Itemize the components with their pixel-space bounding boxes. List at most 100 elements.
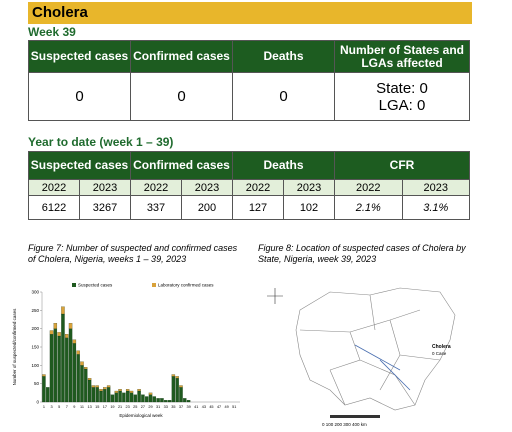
header-cell: Confirmed cases (130, 151, 233, 180)
header-cell: CFR (334, 151, 470, 180)
bar (125, 389, 130, 392)
x-tick-label: 19 (110, 405, 114, 409)
figure-caption: Figure 8: Location of suspected cases of… (258, 243, 466, 264)
bar (80, 361, 84, 366)
bar (42, 376, 46, 403)
x-tick-label: 29 (148, 405, 152, 409)
x-tick-label: 35 (171, 405, 175, 409)
x-tick-label: 23 (126, 405, 130, 409)
data-row: 6122 3267 337 200 127 102 2.1% 3.1% (28, 195, 470, 220)
map-scale: 0 100 200 300 400 km (322, 422, 367, 427)
cell-line: LGA: 0 (378, 96, 426, 114)
bar (80, 365, 84, 403)
cell-line: State: 0 (376, 79, 428, 97)
header-cell: Number of States and LGAs affected (334, 40, 470, 73)
x-tick-label: 49 (225, 405, 229, 409)
bar (53, 323, 58, 329)
bar (72, 339, 77, 344)
header-cell: Deaths (232, 40, 335, 73)
x-axis-label: Epidemiological week (119, 413, 163, 418)
bar (137, 390, 141, 403)
ytd-table: Suspected cases Confirmed cases Deaths C… (28, 151, 470, 220)
year-cell: 2023 (401, 179, 470, 196)
bar (91, 387, 96, 403)
map-legend-title: Cholera (432, 344, 451, 350)
bar (106, 385, 111, 388)
y-tick-label: 250 (31, 308, 39, 313)
bar (171, 374, 176, 377)
y-tick-label: 300 (31, 290, 39, 295)
bar (84, 368, 88, 403)
header-cell: Confirmed cases (130, 40, 233, 73)
x-tick-label: 5 (58, 405, 60, 409)
x-tick-label: 9 (73, 405, 75, 409)
year-cell: 2023 (181, 179, 233, 196)
bar (114, 392, 118, 403)
x-tick-label: 11 (80, 405, 84, 409)
year-cell: 2022 (130, 179, 182, 196)
bar (106, 387, 111, 403)
bar (87, 378, 92, 381)
bar (49, 330, 54, 335)
year-cell: 2023 (283, 179, 335, 196)
bar (129, 390, 134, 393)
bar (152, 396, 157, 403)
bar (72, 343, 77, 403)
x-tick-label: 3 (50, 405, 52, 409)
bar (65, 337, 69, 403)
y-tick-label: 0 (36, 400, 39, 405)
section-title: Cholera (28, 2, 472, 24)
year-cell: 2022 (232, 179, 284, 196)
bar (148, 394, 153, 403)
bar (156, 398, 160, 403)
bar (175, 376, 179, 379)
bar (160, 398, 164, 403)
cell: 102 (283, 195, 335, 220)
x-tick-label: 1 (43, 405, 45, 409)
bar (133, 394, 137, 403)
cell: State: 0 LGA: 0 (334, 72, 470, 121)
figures: Cholera 0 Case 0 100 200 300 400 km 0 50 1… (12, 283, 456, 427)
bar (186, 400, 191, 403)
year-cell: 2023 (79, 179, 131, 196)
header-cell: Suspected cases (28, 151, 131, 180)
bar (118, 390, 122, 403)
bar (103, 387, 107, 390)
bar (49, 334, 54, 403)
bar (57, 335, 61, 403)
y-tick-label: 200 (31, 326, 39, 331)
cell: 0 (28, 72, 131, 121)
cell: 2.1% (334, 195, 403, 220)
x-tick-label: 15 (95, 405, 99, 409)
year-cell: 2022 (334, 179, 403, 196)
bar (61, 313, 65, 403)
y-tick-label: 100 (31, 363, 39, 368)
x-tick-label: 7 (66, 405, 68, 409)
cell: 337 (130, 195, 182, 220)
bar (42, 374, 46, 377)
y-tick-label: 50 (34, 381, 40, 386)
bar (183, 398, 187, 403)
bar (76, 354, 80, 403)
bar (179, 385, 183, 388)
bar (141, 394, 145, 403)
bar (129, 392, 134, 403)
bar (99, 389, 103, 392)
week-table: Suspected cases Confirmed cases Deaths N… (28, 40, 470, 121)
bar (179, 387, 183, 403)
bar (145, 396, 149, 403)
figure-caption: Figure 7: Number of suspected and confir… (28, 243, 238, 264)
bar (122, 392, 126, 403)
cell: 6122 (28, 195, 80, 220)
x-tick-label: 51 (232, 405, 236, 409)
legend-swatch (152, 283, 156, 287)
x-tick-label: 31 (156, 405, 160, 409)
bar (46, 387, 50, 403)
bar (114, 390, 118, 393)
header-cell: Deaths (232, 151, 335, 180)
year-row: 2022 2023 2022 2023 2022 2023 2022 2023 (28, 179, 470, 196)
y-tick-label: 150 (31, 345, 39, 350)
bar (95, 387, 99, 403)
bar (91, 385, 96, 388)
